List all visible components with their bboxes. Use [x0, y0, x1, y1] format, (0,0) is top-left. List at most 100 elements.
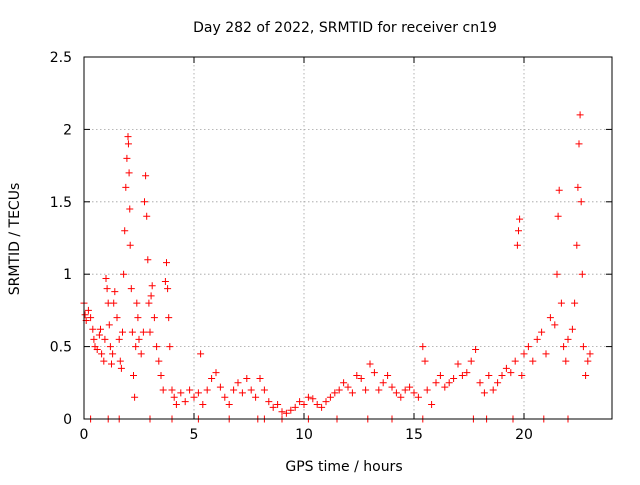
grid — [84, 57, 612, 419]
data-point — [221, 393, 229, 401]
data-point — [511, 357, 519, 365]
data-point — [145, 299, 153, 307]
data-point — [278, 408, 286, 416]
data-point — [421, 357, 429, 365]
y-tick-label: 0.5 — [50, 340, 72, 356]
data-point — [181, 398, 189, 406]
data-point — [584, 357, 592, 365]
data-point — [265, 398, 273, 406]
data-point — [318, 403, 326, 411]
data-point — [533, 335, 541, 343]
data-point — [287, 406, 295, 414]
data-point — [485, 372, 493, 380]
data-point — [344, 383, 352, 391]
data-point — [142, 172, 150, 180]
data-point — [126, 241, 134, 249]
data-point — [513, 241, 521, 249]
y-tick-label: 2.5 — [50, 50, 72, 66]
data-point — [436, 372, 444, 380]
data-point — [480, 389, 488, 397]
data-point — [560, 343, 568, 351]
data-point — [428, 401, 436, 409]
data-point — [507, 369, 515, 377]
data-point — [574, 183, 582, 191]
data-point — [467, 357, 475, 365]
data-point — [155, 357, 163, 365]
data-point — [194, 389, 202, 397]
x-tick-label: 20 — [515, 427, 533, 443]
data-point — [582, 372, 590, 380]
data-point — [106, 343, 114, 351]
data-point — [579, 343, 587, 351]
data-point — [553, 270, 561, 278]
data-point — [564, 335, 572, 343]
data-point — [110, 299, 118, 307]
chart-title: Day 282 of 2022, SRMTID for receiver cn1… — [193, 20, 497, 36]
data-point — [197, 350, 205, 358]
data-point — [115, 335, 123, 343]
data-point — [141, 198, 148, 206]
data-point — [576, 111, 584, 119]
data-point — [212, 369, 220, 377]
data-point — [269, 403, 277, 411]
data-point — [520, 350, 528, 358]
data-point — [542, 350, 550, 358]
y-tick-label: 2 — [63, 122, 72, 138]
y-tick-label: 1.5 — [50, 195, 72, 211]
data-point — [108, 360, 115, 368]
data-point — [95, 331, 103, 339]
data-point — [555, 186, 563, 194]
data-point — [199, 401, 207, 409]
data-point — [568, 325, 576, 333]
data-point — [93, 345, 101, 353]
data-point — [300, 401, 308, 409]
data-point — [161, 277, 169, 285]
y-tick-label: 0 — [63, 412, 72, 428]
y-axis-label: SRMTID / TECUs — [7, 183, 23, 296]
x-axis-label: GPS time / hours — [285, 459, 402, 475]
data-point — [291, 403, 299, 411]
data-point — [139, 328, 147, 336]
data-point — [557, 299, 565, 307]
data-point — [551, 321, 559, 329]
data-point — [168, 386, 176, 394]
data-point — [463, 369, 471, 377]
data-point — [476, 379, 484, 387]
data-point — [419, 343, 427, 351]
data-point — [313, 401, 321, 409]
data-point — [357, 374, 365, 382]
data-point — [571, 299, 579, 307]
data-point — [260, 386, 268, 394]
data-point — [538, 328, 546, 336]
data-point — [146, 328, 154, 336]
data-point — [132, 343, 140, 351]
data-point — [489, 386, 497, 394]
data-point — [135, 335, 143, 343]
data-point — [81, 311, 89, 319]
data-point — [401, 386, 409, 394]
data-point — [84, 306, 92, 314]
x-tick-label: 0 — [80, 427, 89, 443]
data-point — [147, 292, 155, 300]
data-point — [128, 328, 136, 336]
data-point — [103, 285, 111, 293]
data-points — [80, 111, 594, 423]
data-point — [392, 389, 400, 397]
data-point — [148, 282, 156, 290]
data-point — [166, 343, 174, 351]
data-point — [234, 379, 242, 387]
ticks: 0 5 10 15 20 0 0.5 1 1.5 2 2.5 — [50, 50, 612, 443]
data-point — [121, 227, 129, 235]
data-point — [130, 372, 137, 380]
data-point — [516, 215, 524, 223]
data-point — [190, 393, 198, 401]
data-point — [105, 321, 113, 329]
data-point — [546, 314, 554, 322]
data-point — [90, 335, 98, 343]
data-point — [172, 401, 180, 409]
data-point — [375, 386, 383, 394]
data-point — [216, 383, 224, 391]
data-point — [397, 393, 405, 401]
data-point — [450, 374, 458, 382]
